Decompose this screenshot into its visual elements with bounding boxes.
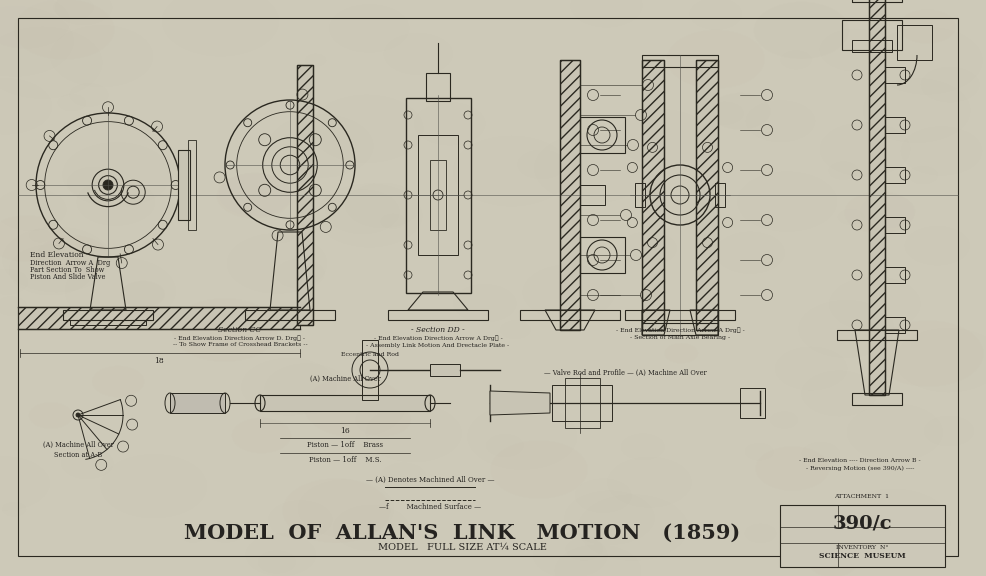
Text: — (A) Denotes Machined All Over —: — (A) Denotes Machined All Over —	[366, 476, 494, 484]
Bar	[885, 117, 905, 133]
Bar	[635, 183, 645, 207]
Text: End Elevation: End Elevation	[30, 251, 84, 259]
Text: — Valve Rod and Profile — (A) Machine All Over: — Valve Rod and Profile — (A) Machine Al…	[543, 369, 706, 377]
Bar	[388, 310, 488, 320]
Text: INVENTORY  N°: INVENTORY N°	[836, 545, 888, 550]
Text: - Section DD -: - Section DD -	[411, 326, 464, 334]
Text: Piston And Slide Valve: Piston And Slide Valve	[30, 273, 106, 281]
Bar	[426, 73, 450, 101]
Bar	[520, 310, 620, 320]
Text: (A) Machine All Over: (A) Machine All Over	[310, 375, 381, 383]
Bar	[869, 0, 885, 395]
Bar	[897, 25, 932, 60]
Text: ATTACHMENT  1: ATTACHMENT 1	[834, 495, 889, 499]
Bar	[580, 185, 605, 205]
Bar	[430, 160, 446, 230]
Bar	[418, 135, 458, 255]
Bar	[885, 167, 905, 183]
Circle shape	[103, 180, 113, 190]
Polygon shape	[490, 391, 550, 415]
Text: (A) Machine All Over: (A) Machine All Over	[42, 441, 113, 449]
Bar	[885, 317, 905, 333]
Bar	[715, 183, 725, 207]
Text: - Reversing Motion (see 390/A) ----: - Reversing Motion (see 390/A) ----	[806, 465, 914, 471]
Bar	[70, 320, 146, 325]
Bar	[188, 140, 196, 230]
Bar	[642, 323, 718, 335]
Bar	[580, 117, 625, 153]
Text: SCIENCE  MUSEUM: SCIENCE MUSEUM	[818, 552, 905, 560]
Text: - End Elevation Direction Arrow A DrgⓇ -: - End Elevation Direction Arrow A DrgⓇ -	[374, 335, 503, 341]
Bar	[869, 0, 885, 395]
Text: - Section CC -: - Section CC -	[213, 326, 266, 334]
Bar	[297, 65, 313, 325]
Text: 16: 16	[340, 427, 350, 435]
Text: 18: 18	[154, 357, 164, 365]
Bar	[430, 364, 460, 376]
Text: Section at A-B: Section at A-B	[54, 451, 103, 459]
Bar	[245, 310, 335, 320]
Bar	[852, 0, 902, 2]
Bar	[696, 60, 718, 330]
Bar	[560, 60, 580, 330]
Text: - End Elevation ---- Direction Arrow B -: - End Elevation ---- Direction Arrow B -	[800, 457, 921, 463]
Text: - Section of Main Axle Bearing -: - Section of Main Axle Bearing -	[630, 335, 730, 339]
Bar	[362, 340, 378, 400]
Text: - End Elevation Direction Arrow D. DrgⓇ -: - End Elevation Direction Arrow D. DrgⓇ …	[175, 335, 306, 341]
Bar	[885, 67, 905, 83]
Text: - End Elevation Direction Arrow A DrgⓇ -: - End Elevation Direction Arrow A DrgⓇ -	[615, 327, 744, 333]
Text: Direction  Arrow A  Drg: Direction Arrow A Drg	[30, 259, 110, 267]
Bar	[170, 393, 225, 413]
Bar	[642, 60, 664, 330]
Bar	[178, 150, 190, 220]
Text: Piston — 1off    M.S.: Piston — 1off M.S.	[309, 456, 382, 464]
Text: MODEL  OF  ALLAN'S  LINK   MOTION   (1859): MODEL OF ALLAN'S LINK MOTION (1859)	[183, 523, 740, 543]
Bar	[642, 60, 664, 330]
Text: - Assembly Link Motion And Drectacle Plate -: - Assembly Link Motion And Drectacle Pla…	[367, 343, 510, 347]
Text: Part Section To  Show: Part Section To Show	[30, 266, 105, 274]
Bar	[560, 60, 580, 330]
Bar	[18, 307, 300, 329]
Bar	[625, 310, 735, 320]
Bar	[565, 378, 600, 428]
Bar	[842, 20, 902, 50]
Bar	[580, 237, 625, 273]
Bar	[406, 98, 471, 293]
Bar	[885, 217, 905, 233]
Bar	[885, 267, 905, 283]
Bar	[642, 55, 718, 67]
Text: Piston — 1off    Brass: Piston — 1off Brass	[307, 441, 383, 449]
Bar	[852, 393, 902, 405]
Text: Eccentric and Rod: Eccentric and Rod	[341, 353, 399, 358]
Text: MODEL   FULL SIZE AT¼ SCALE: MODEL FULL SIZE AT¼ SCALE	[378, 544, 546, 552]
Bar	[852, 40, 892, 52]
Bar	[552, 385, 612, 421]
Text: 390/c: 390/c	[832, 514, 891, 533]
Bar	[63, 310, 153, 320]
Circle shape	[76, 413, 80, 417]
Bar	[780, 505, 945, 567]
Bar	[837, 330, 917, 340]
Text: -- To Show Frame of Crosshead Brackets --: -- To Show Frame of Crosshead Brackets -…	[173, 343, 308, 347]
Bar	[740, 388, 765, 418]
Bar	[297, 65, 313, 325]
Bar	[696, 60, 718, 330]
Bar	[260, 395, 430, 411]
Text: —f        Machined Surface —: —f Machined Surface —	[379, 503, 481, 511]
